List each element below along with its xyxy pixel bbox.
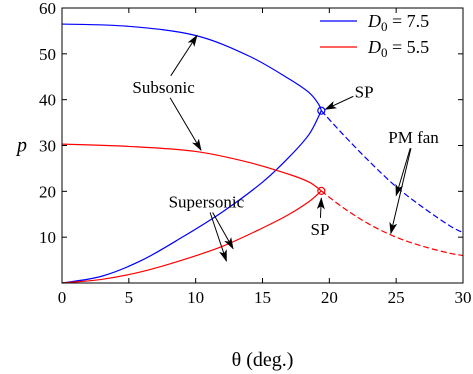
legend-label: D0 = 5.5 [367,37,429,60]
annotation-arrow [212,212,234,250]
annotation-arrow [170,34,198,77]
annotation-arrow [316,197,325,218]
subsonic-curve [61,23,322,111]
legend-label: D0 = 7.5 [367,11,429,34]
sonic-point-marker [317,186,326,195]
x-tick-label: 10 [187,288,204,307]
supersonic-curve [61,190,322,284]
plot-area: Subsonic Supersonic SP SP PM fan [61,23,464,284]
x-axis-label: θ (deg.) [232,349,294,371]
annotation-arrow [209,212,227,262]
annotation-label: Subsonic [132,78,195,97]
annotation-label: Supersonic [169,192,245,211]
y-tick-label: 50 [39,45,56,64]
annotation-label: SP [311,220,330,239]
sonic-point-marker [317,106,326,115]
legend-value: = 7.5 [388,11,430,31]
x-tick-label: 15 [254,288,271,307]
legend: D0 = 7.5D0 = 5.5 [320,11,429,60]
y-tick-label: 30 [39,137,56,156]
legend-subscript: 0 [381,19,388,34]
y-tick-label: 60 [39,0,56,18]
subsonic-curve [61,143,322,192]
x-tick-label: 25 [388,288,405,307]
y-axis-label: p [15,135,27,157]
legend-symbol: D [367,11,381,31]
y-tick-label: 40 [39,91,56,110]
axes: 0 5 10 15 20 25 30 10 20 30 40 50 60 [39,0,472,307]
annotation-label: PM fan [388,128,439,147]
legend-symbol: D [367,37,381,57]
x-tick-label: 5 [125,288,134,307]
legend-subscript: 0 [381,45,388,60]
annotation-arrow [169,97,202,151]
x-tick-label: 30 [455,288,472,307]
annotation-label: SP [355,82,374,101]
pm-fan-curve [320,190,464,257]
annotation-arrow [389,148,412,235]
supersonic-curve [61,110,322,284]
y-tick-label: 20 [39,182,56,201]
annotation-arrow [324,95,354,110]
y-tick-label: 10 [39,228,56,247]
x-tick-label: 0 [58,288,67,307]
legend-value: = 5.5 [388,37,430,57]
annotation-arrow [395,148,411,197]
pm-fan-curve [320,110,464,234]
x-tick-label: 20 [321,288,338,307]
